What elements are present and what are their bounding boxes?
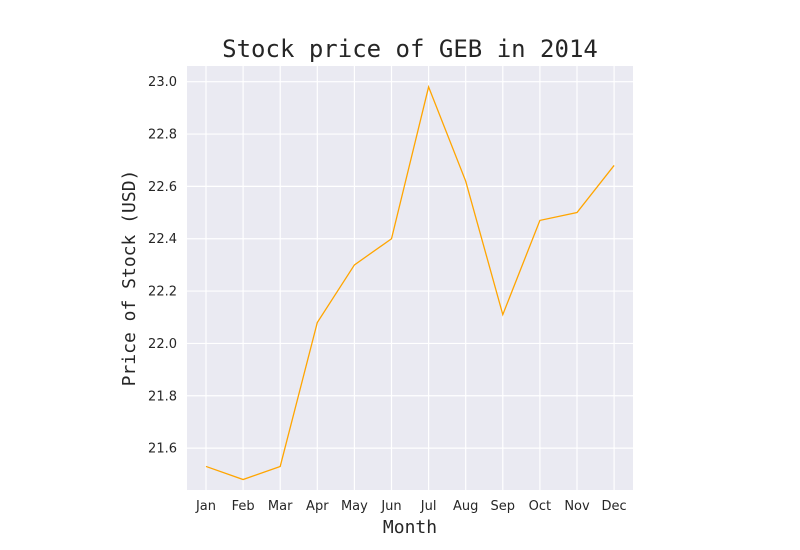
x-tick-label: Apr [306,499,329,514]
x-tick-label: Mar [268,499,293,514]
y-tick-label: 21.8 [148,389,177,404]
y-tick-label: 21.6 [148,442,177,457]
x-tick-label: Oct [529,499,551,514]
y-tick-label: 22.2 [148,285,177,300]
y-tick-label: 22.8 [148,128,177,143]
x-tick-label: Nov [564,499,590,514]
x-tick-label: Sep [491,499,516,514]
grid-lines [187,66,633,490]
y-tick-label: 22.6 [148,180,177,195]
y-axis-label: Price of Stock (USD) [119,170,140,387]
x-tick-label: Jul [420,499,437,514]
y-tick-labels: 21.6 21.8 22.0 22.2 22.4 22.6 22.8 23.0 [148,75,177,456]
chart-title: Stock price of GEB in 2014 [222,35,598,63]
x-tick-label: Jun [380,499,401,514]
x-axis-label: Month [383,517,437,538]
x-tick-label: May [341,499,368,514]
x-tick-label: Feb [232,499,255,514]
plot-area [187,66,633,490]
x-tick-label: Dec [602,499,627,514]
x-tick-label: Aug [453,499,478,514]
y-tick-label: 22.4 [148,232,177,247]
x-tick-labels: Jan Feb Mar Apr May Jun Jul Aug Sep Oct Nov Dec [195,499,627,514]
x-tick-label: Jan [195,499,216,514]
series-line [205,84,615,481]
series-group [205,84,615,481]
y-tick-label: 23.0 [148,75,177,90]
y-tick-label: 22.0 [148,337,177,352]
